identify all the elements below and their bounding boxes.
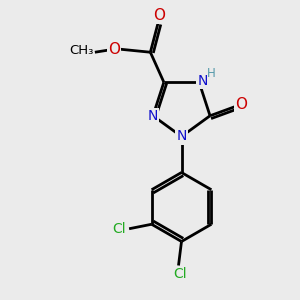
Text: Cl: Cl <box>173 267 187 281</box>
Text: O: O <box>153 8 165 23</box>
Text: N: N <box>197 74 208 88</box>
Text: CH₃: CH₃ <box>69 44 94 57</box>
Text: H: H <box>207 67 216 80</box>
Text: O: O <box>235 97 247 112</box>
Text: N: N <box>176 130 187 143</box>
Text: N: N <box>148 109 158 123</box>
Text: O: O <box>108 42 120 57</box>
Text: Cl: Cl <box>113 222 126 236</box>
